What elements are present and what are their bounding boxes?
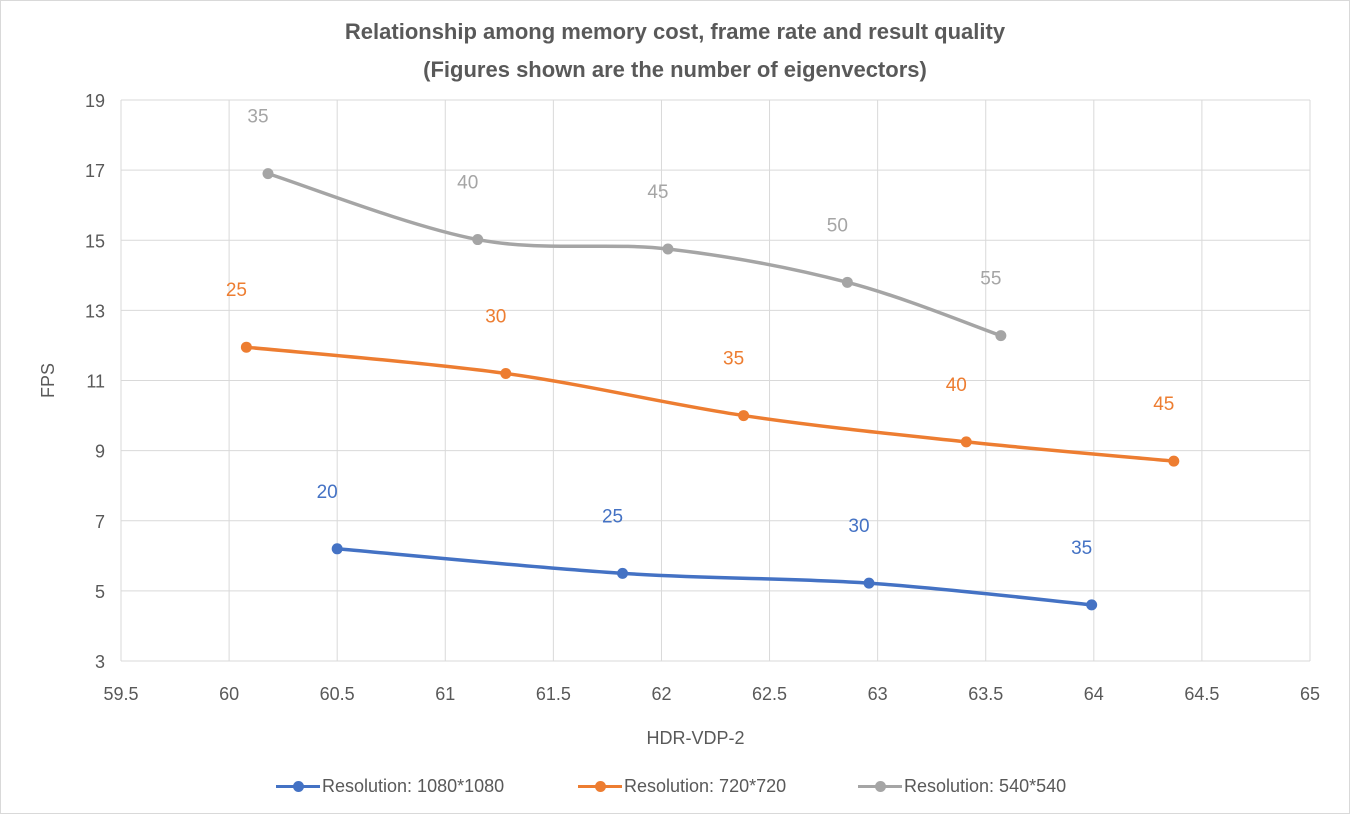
data-label: 50 (827, 215, 848, 236)
x-tick-label: 59.5 (103, 684, 138, 704)
data-label: 35 (247, 107, 268, 128)
data-label: 40 (946, 375, 967, 396)
data-point (995, 330, 1007, 342)
legend-swatch (858, 774, 902, 798)
data-point (240, 341, 252, 353)
chart-legend: Resolution: 1080*1080 Resolution: 720*720… (0, 774, 1350, 798)
data-point (1086, 599, 1098, 611)
y-tick-label: 17 (85, 161, 105, 181)
series-line-0 (335, 547, 1094, 607)
data-label: 20 (317, 482, 338, 503)
data-label: 35 (1071, 538, 1092, 559)
chart-subtitle: (Figures shown are the number of eigenve… (423, 57, 927, 82)
x-tick-label: 62.5 (752, 684, 787, 704)
data-label: 25 (226, 280, 247, 301)
y-tick-label: 7 (95, 512, 105, 532)
legend-label: Resolution: 1080*1080 (322, 775, 505, 796)
x-tick-label: 60.5 (320, 684, 355, 704)
y-tick-label: 5 (95, 582, 105, 602)
x-tick-label: 63 (868, 684, 888, 704)
x-tick-label: 61.5 (536, 684, 571, 704)
legend-item: Resolution: 720*720 (578, 774, 786, 798)
data-point (617, 567, 629, 579)
y-tick-label: 13 (85, 301, 105, 321)
data-point (1168, 455, 1180, 467)
legend-label: Resolution: 720*720 (624, 775, 787, 796)
y-tick-label: 9 (95, 442, 105, 462)
legend-label: Resolution: 540*540 (904, 775, 1067, 796)
data-label: 45 (647, 182, 668, 203)
x-tick-label: 64.5 (1184, 684, 1219, 704)
data-point (960, 436, 972, 448)
legend-item: Resolution: 540*540 (858, 774, 1066, 798)
data-label: 55 (980, 269, 1001, 290)
legend-swatch (578, 774, 622, 798)
data-label: 30 (848, 516, 869, 537)
legend-item: Resolution: 1080*1080 (276, 774, 504, 798)
y-tick-label: 19 (85, 91, 105, 111)
x-tick-label: 65 (1300, 684, 1320, 704)
data-label: 25 (602, 506, 623, 527)
x-tick-label: 60 (219, 684, 239, 704)
x-axis-label: HDR-VDP-2 (646, 728, 744, 748)
legend-swatch (276, 774, 320, 798)
data-label: 30 (485, 306, 506, 327)
line-chart: 59.5 60 60.5 61 61.5 62 62.5 63 63.5 64 64.5 653579… (38, 91, 1320, 748)
data-label: 45 (1153, 394, 1174, 415)
y-tick-label: 15 (85, 231, 105, 251)
series-line-2 (266, 171, 1003, 338)
data-point (472, 234, 484, 246)
y-tick-label: 3 (95, 652, 105, 672)
data-point (500, 367, 512, 379)
data-point (262, 168, 274, 180)
chart-title: Relationship among memory cost, frame ra… (344, 19, 1006, 44)
data-label: 35 (723, 349, 744, 370)
data-label: 40 (457, 173, 478, 194)
data-point (738, 410, 750, 422)
x-tick-label: 62 (651, 684, 671, 704)
y-axis-label: FPS (38, 363, 58, 398)
data-point (863, 577, 875, 589)
x-tick-label: 64 (1084, 684, 1104, 704)
data-point (841, 276, 853, 288)
series-line-1 (244, 345, 1176, 463)
x-tick-label: 61 (435, 684, 455, 704)
data-point (331, 543, 343, 555)
x-tick-label: 63.5 (968, 684, 1003, 704)
data-point (662, 243, 674, 255)
y-tick-label: 11 (86, 372, 105, 392)
